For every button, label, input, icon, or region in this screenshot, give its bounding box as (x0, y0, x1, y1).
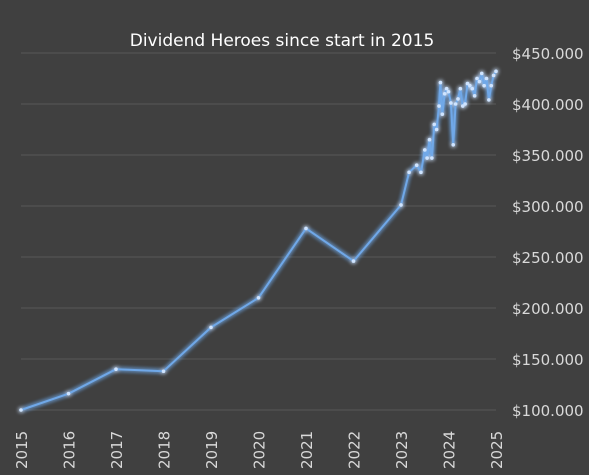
data-point (458, 86, 463, 91)
x-tick-label: 2017 (108, 431, 126, 469)
data-point (449, 101, 453, 105)
y-tick-label: $100.000 (512, 402, 584, 420)
x-tick-label: 2021 (298, 431, 316, 469)
data-point (425, 156, 429, 160)
y-axis-ticks: $100.000 $150.000 $200.000 $250.000 $300.000… (512, 45, 584, 420)
data-point (399, 203, 403, 207)
x-axis-ticks: 2015 2016 2017 2018 2019 2020 2021 2022 2023 2024… (13, 431, 506, 469)
data-point (161, 369, 166, 374)
data-point (463, 102, 467, 106)
data-point (472, 94, 477, 98)
data-point (484, 76, 489, 81)
data-point (432, 122, 437, 127)
data-point (256, 296, 261, 300)
y-tick-label: $350.000 (512, 147, 584, 165)
data-point (470, 86, 475, 91)
x-tick-label: 2019 (203, 431, 221, 469)
data-point (422, 148, 427, 152)
data-point (442, 92, 447, 96)
x-tick-label: 2016 (61, 431, 79, 469)
data-point (414, 163, 419, 167)
x-tick-label: 2024 (441, 431, 459, 469)
data-point (453, 102, 458, 106)
data-point (209, 325, 213, 330)
y-tick-label: $400.000 (512, 96, 584, 114)
data-point (427, 137, 432, 142)
data-point (477, 79, 482, 84)
data-point (407, 170, 411, 175)
data-point (419, 170, 423, 175)
data-point (304, 226, 308, 231)
data-point (475, 76, 479, 81)
data-point (440, 112, 445, 116)
data-point (491, 73, 496, 78)
data-point (460, 104, 465, 108)
data-point (494, 69, 498, 74)
x-tick-label: 2025 (488, 431, 506, 469)
data-point (482, 83, 486, 88)
x-tick-label: 2015 (13, 431, 31, 469)
data-point (66, 391, 71, 396)
y-tick-label: $300.000 (512, 198, 584, 216)
data-point (465, 81, 470, 86)
x-tick-label: 2018 (156, 431, 174, 469)
y-tick-label: $250.000 (512, 249, 584, 267)
data-point (438, 80, 443, 85)
data-point (479, 71, 484, 76)
data-point (451, 143, 456, 147)
data-point (487, 98, 491, 102)
data-point (468, 83, 472, 88)
series-layer (19, 69, 498, 412)
data-point (430, 156, 434, 160)
y-tick-label: $450.000 (512, 45, 584, 63)
data-point (444, 86, 449, 91)
x-tick-label: 2022 (346, 431, 364, 469)
y-tick-label: $150.000 (512, 351, 584, 369)
data-point (437, 104, 441, 108)
gridlines (21, 52, 496, 411)
data-point (19, 408, 23, 412)
data-point (434, 127, 439, 132)
x-tick-label: 2023 (393, 431, 411, 469)
chart-title: Dividend Heroes since start in 2015 (130, 31, 435, 51)
data-point (114, 367, 118, 372)
data-point (489, 83, 494, 88)
y-tick-label: $200.000 (512, 300, 584, 318)
x-tick-label: 2020 (251, 431, 269, 469)
data-point (351, 259, 356, 263)
data-point (456, 97, 460, 101)
data-point (446, 89, 451, 94)
